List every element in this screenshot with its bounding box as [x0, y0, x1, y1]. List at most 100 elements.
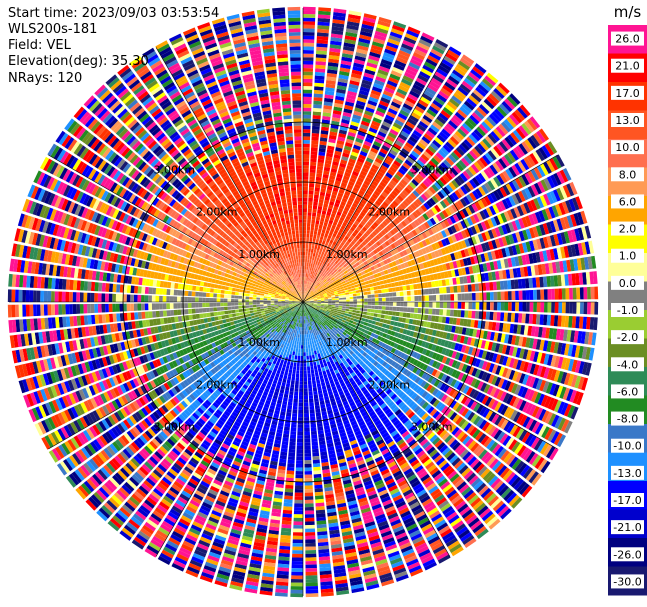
ray-gate [311, 445, 319, 450]
ray-gate [482, 138, 492, 149]
ray-gate [384, 158, 392, 166]
ray-gate [317, 254, 321, 259]
ray-gate [442, 106, 454, 116]
ray-gate [376, 154, 385, 161]
ray-gate [387, 182, 395, 190]
ray-gate [363, 113, 373, 120]
ray-gate [317, 28, 330, 34]
ray-gate [440, 87, 452, 97]
ray-gate [303, 291, 305, 295]
ray-gate [305, 341, 308, 346]
ray-gate [455, 146, 465, 156]
ray-gate [303, 334, 305, 338]
ray-gate [350, 121, 360, 127]
ray-gate [384, 48, 397, 56]
ray-gate [390, 101, 401, 109]
ray-gate [318, 148, 326, 153]
ray-gate [295, 478, 303, 482]
ray-gate [303, 125, 311, 130]
ray-gate [304, 427, 310, 432]
ray-gate [382, 121, 392, 128]
ray-gate [379, 181, 387, 188]
ray-gate [317, 25, 330, 30]
ray-gate [322, 206, 328, 212]
ray-gate [485, 311, 490, 320]
ray-gate [406, 285, 411, 291]
ray-gate [334, 294, 339, 297]
ray-gate [394, 197, 402, 205]
ray-gate [458, 144, 468, 154]
ray-gate [314, 372, 319, 377]
ray-gate [344, 38, 356, 45]
ray-gate [333, 274, 338, 279]
ray-gate [295, 467, 303, 472]
ray-gate [305, 248, 309, 252]
ray-gate [354, 141, 363, 147]
ray-gate [361, 183, 369, 190]
ray-gate [378, 297, 383, 302]
ray-gate [322, 112, 332, 117]
ray-gate [484, 135, 495, 147]
ray-gate [401, 78, 413, 87]
ray-gate [418, 120, 429, 129]
ray-gate [376, 107, 387, 114]
ray-gate [366, 220, 373, 227]
ray-gate [368, 227, 374, 233]
ray-gate [323, 285, 328, 289]
ray-gate [377, 69, 389, 77]
ray-gate [409, 284, 414, 290]
ray-gate [360, 199, 367, 205]
ray-gate [304, 435, 311, 439]
ray-gate [381, 93, 392, 101]
ray-gate [447, 49, 460, 59]
ray-gate [445, 52, 458, 63]
ray-gate [315, 281, 319, 286]
ray-gate [393, 173, 402, 181]
ray-gate [303, 284, 305, 288]
ray-gate [303, 93, 312, 97]
ray-gate [326, 267, 330, 271]
ray-gate [314, 82, 324, 87]
ray-gate [389, 302, 393, 306]
ray-gate [331, 296, 336, 299]
ray-gate [347, 161, 355, 168]
ray-gate [310, 248, 314, 253]
ray-gate [341, 261, 346, 266]
ray-gate [303, 269, 305, 274]
ray-gate [576, 302, 581, 314]
ray-gate [315, 509, 326, 514]
ray-gate [497, 291, 501, 301]
ray-gate [307, 377, 312, 382]
ray-gate [370, 245, 376, 251]
ray-gate [540, 302, 545, 313]
ray-gate [379, 223, 386, 229]
ray-gate [336, 140, 345, 146]
ray-gate [418, 295, 422, 301]
ray-gate [326, 246, 331, 251]
ray-gate [409, 313, 414, 319]
ray-gate [353, 59, 366, 65]
ray-gate [317, 261, 321, 266]
ray-gate [307, 269, 310, 274]
ray-gate [303, 136, 311, 141]
ray-gate [376, 225, 383, 232]
ray-gate [398, 49, 411, 58]
ray-gate [331, 209, 337, 215]
ray-gate [359, 249, 365, 254]
ray-gate [314, 227, 319, 232]
ray-gate [371, 305, 375, 309]
ray-gate [303, 197, 308, 202]
ray-gate [342, 209, 348, 215]
ray-gate [536, 302, 541, 313]
ray-gate [320, 133, 328, 139]
ray-gate [481, 101, 493, 112]
ray-gate [345, 292, 350, 295]
ray-gate [418, 196, 426, 204]
ray-gate [307, 288, 310, 293]
ray-gate [360, 305, 365, 308]
ray-gate [309, 340, 312, 345]
ray-gate [328, 298, 332, 301]
ray-gate [353, 211, 360, 217]
ray-gate [362, 144, 371, 151]
ray-gate [316, 415, 322, 421]
